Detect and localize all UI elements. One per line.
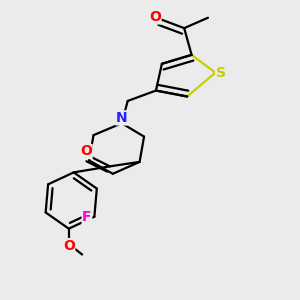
Text: O: O <box>63 238 75 253</box>
Text: F: F <box>82 210 92 224</box>
Text: O: O <box>80 145 92 158</box>
Text: O: O <box>149 10 161 24</box>
Text: S: S <box>216 66 226 80</box>
Text: N: N <box>116 111 128 125</box>
